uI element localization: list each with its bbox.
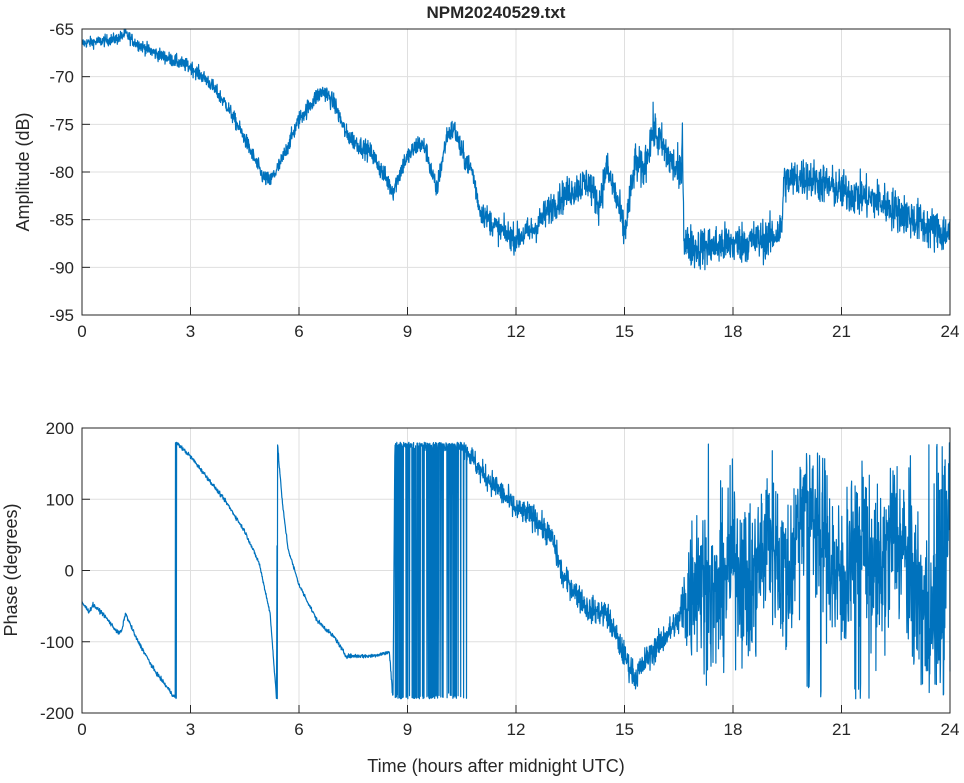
phase-line [81, 441, 951, 700]
x-tick-label: 6 [294, 322, 303, 341]
chart-title: NPM20240529.txt [427, 3, 566, 22]
y-tick-label: -95 [49, 306, 74, 325]
phase-y-label: Phase (degrees) [1, 503, 21, 636]
y-tick-label: -90 [49, 258, 74, 277]
x-tick-label: 18 [724, 322, 743, 341]
x-tick-label: 24 [941, 322, 960, 341]
x-tick-label: 15 [615, 720, 634, 739]
y-tick-label: -200 [40, 704, 74, 723]
y-tick-label: -85 [49, 211, 74, 230]
y-tick-label: 200 [46, 419, 74, 438]
x-tick-label: 12 [507, 720, 526, 739]
x-tick-label: 6 [294, 720, 303, 739]
x-tick-label: 21 [832, 322, 851, 341]
amplitude-y-label: Amplitude (dB) [13, 112, 33, 231]
y-tick-label: 100 [46, 490, 74, 509]
y-tick-label: -70 [49, 68, 74, 87]
y-tick-label: 0 [65, 562, 74, 581]
amplitude-line [81, 28, 951, 271]
x-tick-label: 3 [186, 322, 195, 341]
x-tick-label: 12 [507, 322, 526, 341]
x-axis-label: Time (hours after midnight UTC) [367, 756, 624, 776]
x-tick-label: 24 [941, 720, 960, 739]
axes-frame [81, 28, 951, 316]
x-tick-label: 3 [186, 720, 195, 739]
amplitude-axes: 0 3 6 9 12 15 18 21 24 -65 -70 -75 -80 -85 -90 -95 [49, 20, 959, 341]
x-tick-label: 0 [77, 322, 86, 341]
axes-frame [81, 427, 951, 714]
y-tick-label: -65 [49, 20, 74, 39]
x-tick-label: 15 [615, 322, 634, 341]
x-tick-label: 0 [77, 720, 86, 739]
y-tick-label: -100 [40, 633, 74, 652]
x-tick-label: 18 [724, 720, 743, 739]
y-tick-label: -80 [49, 163, 74, 182]
y-tick-label: -75 [49, 115, 74, 134]
x-tick-label: 21 [832, 720, 851, 739]
x-tick-label: 9 [403, 322, 412, 341]
phase-axes: 0 3 6 9 12 15 18 21 24 200 100 0 -100 -200 [40, 419, 959, 739]
x-tick-label: 9 [403, 720, 412, 739]
